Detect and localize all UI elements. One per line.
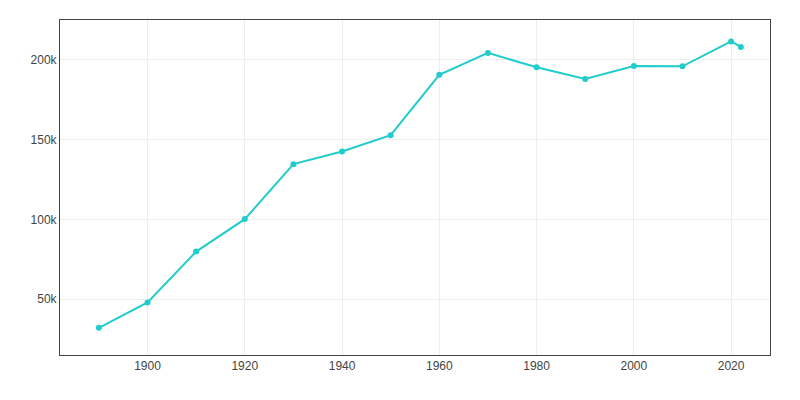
svg-text:2020: 2020 <box>718 359 745 373</box>
svg-text:200k: 200k <box>31 53 58 67</box>
svg-text:1900: 1900 <box>134 359 161 373</box>
svg-text:2000: 2000 <box>620 359 647 373</box>
svg-text:100k: 100k <box>31 213 58 227</box>
svg-text:1920: 1920 <box>231 359 258 373</box>
svg-text:1980: 1980 <box>523 359 550 373</box>
svg-text:50k: 50k <box>37 292 57 306</box>
svg-text:150k: 150k <box>31 133 58 147</box>
svg-text:1940: 1940 <box>329 359 356 373</box>
svg-text:1960: 1960 <box>426 359 453 373</box>
